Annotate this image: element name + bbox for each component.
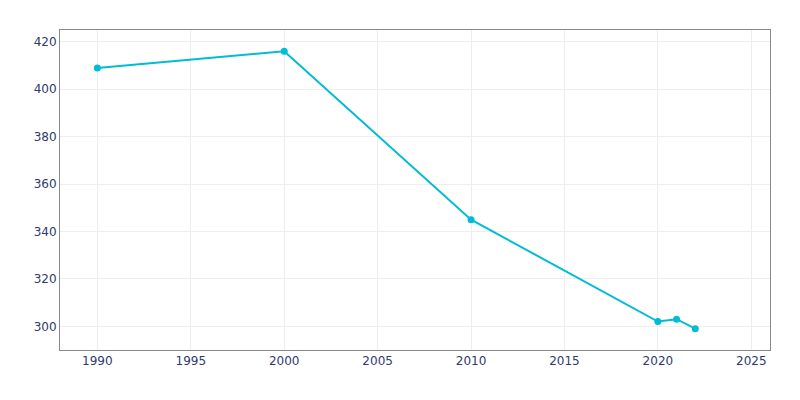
svg-text:320: 320 (34, 272, 57, 286)
svg-text:1990: 1990 (82, 354, 113, 368)
svg-text:300: 300 (34, 320, 57, 334)
svg-text:2020: 2020 (643, 354, 674, 368)
svg-text:2015: 2015 (549, 354, 580, 368)
svg-text:2010: 2010 (456, 354, 487, 368)
svg-text:1995: 1995 (176, 354, 207, 368)
svg-text:360: 360 (34, 177, 57, 191)
svg-text:2000: 2000 (269, 354, 300, 368)
svg-text:420: 420 (34, 35, 57, 49)
svg-text:2005: 2005 (362, 354, 393, 368)
svg-text:2025: 2025 (736, 354, 767, 368)
svg-text:400: 400 (34, 82, 57, 96)
svg-text:380: 380 (34, 130, 57, 144)
svg-text:340: 340 (34, 225, 57, 239)
